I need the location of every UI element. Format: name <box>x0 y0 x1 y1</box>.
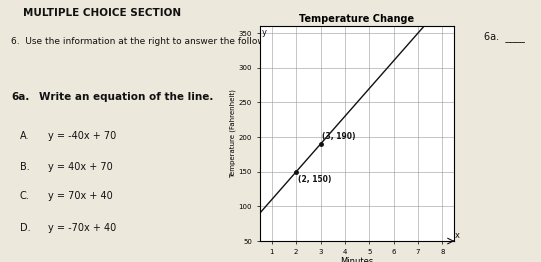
Text: D.: D. <box>19 223 30 233</box>
Text: C.: C. <box>19 191 29 201</box>
Text: y = -40x + 70: y = -40x + 70 <box>48 131 116 141</box>
Text: y: y <box>262 28 267 37</box>
Text: 6.  Use the information at the right to answer the following questions.: 6. Use the information at the right to a… <box>11 37 329 46</box>
Text: B.: B. <box>19 162 29 172</box>
Title: Temperature Change: Temperature Change <box>300 14 414 24</box>
Y-axis label: Temperature (Fahrenheit): Temperature (Fahrenheit) <box>229 89 236 178</box>
Text: y = 40x + 70: y = 40x + 70 <box>48 162 113 172</box>
Text: Write an equation of the line.: Write an equation of the line. <box>39 92 214 102</box>
X-axis label: Minutes: Minutes <box>340 258 374 262</box>
Text: y = 70x + 40: y = 70x + 40 <box>48 191 113 201</box>
Text: MULTIPLE CHOICE SECTION: MULTIPLE CHOICE SECTION <box>23 8 181 18</box>
Text: x: x <box>455 231 460 240</box>
Text: y = -70x + 40: y = -70x + 40 <box>48 223 116 233</box>
Text: A.: A. <box>19 131 29 141</box>
Text: (2, 150): (2, 150) <box>298 174 332 183</box>
Text: 6a.  ____: 6a. ____ <box>484 31 525 42</box>
Text: 6a.: 6a. <box>11 92 30 102</box>
Text: (3, 190): (3, 190) <box>322 132 356 141</box>
